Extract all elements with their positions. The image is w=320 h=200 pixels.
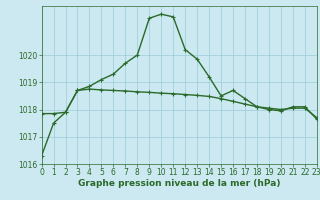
X-axis label: Graphe pression niveau de la mer (hPa): Graphe pression niveau de la mer (hPa) bbox=[78, 179, 280, 188]
